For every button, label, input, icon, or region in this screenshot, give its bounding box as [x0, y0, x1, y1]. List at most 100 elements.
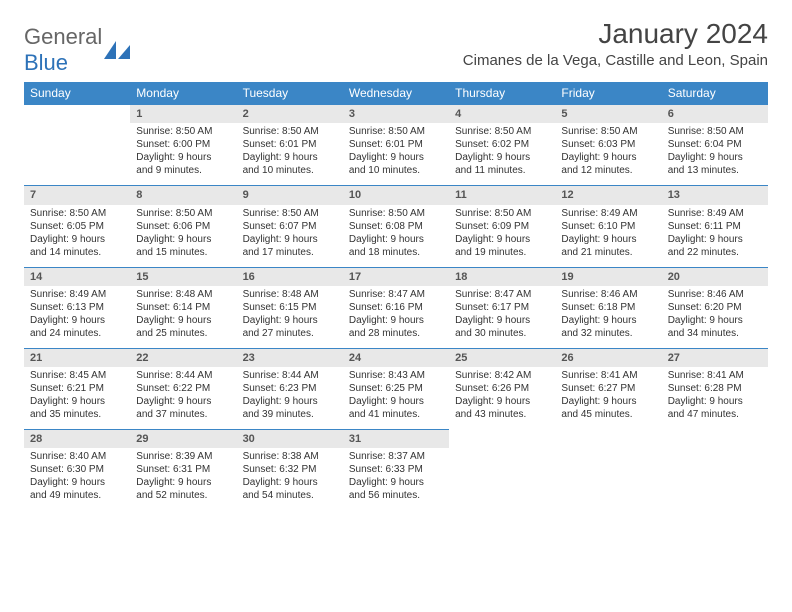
calendar-day-cell: 27Sunrise: 8:41 AMSunset: 6:28 PMDayligh…	[662, 348, 768, 429]
day-number: 27	[662, 349, 768, 367]
page-title: January 2024	[463, 18, 768, 50]
sunset-line: Sunset: 6:28 PM	[668, 382, 762, 395]
sunset-line: Sunset: 6:22 PM	[136, 382, 230, 395]
day-details: Sunrise: 8:49 AMSunset: 6:13 PMDaylight:…	[24, 286, 130, 348]
daylight-line: Daylight: 9 hours and 56 minutes.	[349, 476, 443, 502]
calendar-empty-cell	[555, 430, 661, 511]
sunrise-line: Sunrise: 8:50 AM	[30, 207, 124, 220]
day-number: 31	[343, 430, 449, 448]
daylight-line: Daylight: 9 hours and 13 minutes.	[668, 151, 762, 177]
day-details: Sunrise: 8:50 AMSunset: 6:05 PMDaylight:…	[24, 205, 130, 267]
sunrise-line: Sunrise: 8:41 AM	[561, 369, 655, 382]
sunset-line: Sunset: 6:31 PM	[136, 463, 230, 476]
calendar-day-cell: 22 Sunrise: 8:44 AMSunset: 6:22 PMDayligh…	[130, 348, 236, 429]
daylight-line: Daylight: 9 hours and 24 minutes.	[30, 314, 124, 340]
calendar-day-cell: 16Sunrise: 8:48 AMSunset: 6:15 PMDayligh…	[237, 267, 343, 348]
day-details: Sunrise: 8:50 AMSunset: 6:09 PMDaylight:…	[449, 205, 555, 267]
calendar-week-row: 7Sunrise: 8:50 AMSunset: 6:05 PMDaylight…	[24, 186, 768, 267]
daylight-line: Daylight: 9 hours and 10 minutes.	[349, 151, 443, 177]
calendar-day-cell: 9Sunrise: 8:50 AMSunset: 6:07 PMDaylight…	[237, 186, 343, 267]
daylight-line: Daylight: 9 hours and 21 minutes.	[561, 233, 655, 259]
daylight-line: Daylight: 9 hours and 14 minutes.	[30, 233, 124, 259]
sunrise-line: Sunrise: 8:43 AM	[349, 369, 443, 382]
sunrise-line: Sunrise: 8:42 AM	[455, 369, 549, 382]
sunrise-line: Sunrise: 8:44 AM	[243, 369, 337, 382]
calendar-week-row: 1Sunrise: 8:50 AMSunset: 6:00 PMDaylight…	[24, 105, 768, 186]
sunrise-line: Sunrise: 8:44 AM	[136, 369, 230, 382]
sunset-line: Sunset: 6:27 PM	[561, 382, 655, 395]
calendar-day-cell: 13Sunrise: 8:49 AMSunset: 6:11 PMDayligh…	[662, 186, 768, 267]
day-details: Sunrise: 8:50 AMSunset: 6:08 PMDaylight:…	[343, 205, 449, 267]
logo-word-blue: Blue	[24, 50, 68, 75]
sunrise-line: Sunrise: 8:49 AM	[561, 207, 655, 220]
weekday-header-row: SundayMondayTuesdayWednesdayThursdayFrid…	[24, 82, 768, 105]
calendar-empty-cell	[662, 430, 768, 511]
sunrise-line: Sunrise: 8:50 AM	[243, 125, 337, 138]
day-number: 12	[555, 186, 661, 204]
calendar-table: SundayMondayTuesdayWednesdayThursdayFrid…	[24, 82, 768, 510]
calendar-week-row: 14Sunrise: 8:49 AMSunset: 6:13 PMDayligh…	[24, 267, 768, 348]
calendar-day-cell: 6Sunrise: 8:50 AMSunset: 6:04 PMDaylight…	[662, 105, 768, 186]
calendar-day-cell: 3Sunrise: 8:50 AMSunset: 6:01 PMDaylight…	[343, 105, 449, 186]
day-number: 10	[343, 186, 449, 204]
sunset-line: Sunset: 6:01 PM	[243, 138, 337, 151]
sunset-line: Sunset: 6:07 PM	[243, 220, 337, 233]
day-details: Sunrise: 8:37 AMSunset: 6:33 PMDaylight:…	[343, 448, 449, 510]
day-details: Sunrise: 8:48 AMSunset: 6:14 PMDaylight:…	[130, 286, 236, 348]
daylight-line: Daylight: 9 hours and 39 minutes.	[243, 395, 337, 421]
calendar-day-cell: 25Sunrise: 8:42 AMSunset: 6:26 PMDayligh…	[449, 348, 555, 429]
sunset-line: Sunset: 6:30 PM	[30, 463, 124, 476]
day-number: 7	[24, 186, 130, 204]
sunrise-line: Sunrise: 8:50 AM	[243, 207, 337, 220]
calendar-day-cell: 17Sunrise: 8:47 AMSunset: 6:16 PMDayligh…	[343, 267, 449, 348]
day-number: 21	[24, 349, 130, 367]
sunrise-line: Sunrise: 8:50 AM	[349, 125, 443, 138]
sunrise-line: Sunrise: 8:48 AM	[243, 288, 337, 301]
day-details: Sunrise: 8:46 AMSunset: 6:18 PMDaylight:…	[555, 286, 661, 348]
daylight-line: Daylight: 9 hours and 30 minutes.	[455, 314, 549, 340]
daylight-line: Daylight: 9 hours and 52 minutes.	[136, 476, 230, 502]
daylight-line: Daylight: 9 hours and 37 minutes.	[136, 395, 230, 421]
daylight-line: Daylight: 9 hours and 43 minutes.	[455, 395, 549, 421]
daylight-line: Daylight: 9 hours and 41 minutes.	[349, 395, 443, 421]
sunset-line: Sunset: 6:02 PM	[455, 138, 549, 151]
sunrise-line: Sunrise: 8:45 AM	[30, 369, 124, 382]
day-details: Sunrise: 8:50 AMSunset: 6:01 PMDaylight:…	[237, 123, 343, 185]
sunset-line: Sunset: 6:13 PM	[30, 301, 124, 314]
day-details: Sunrise: 8:46 AMSunset: 6:20 PMDaylight:…	[662, 286, 768, 348]
sunrise-line: Sunrise: 8:50 AM	[455, 207, 549, 220]
sunrise-line: Sunrise: 8:50 AM	[136, 125, 230, 138]
day-details: Sunrise: 8:38 AMSunset: 6:32 PMDaylight:…	[237, 448, 343, 510]
sunset-line: Sunset: 6:08 PM	[349, 220, 443, 233]
daylight-line: Daylight: 9 hours and 27 minutes.	[243, 314, 337, 340]
sunset-line: Sunset: 6:11 PM	[668, 220, 762, 233]
daylight-line: Daylight: 9 hours and 17 minutes.	[243, 233, 337, 259]
day-details: Sunrise: 8:44 AMSunset: 6:23 PMDaylight:…	[237, 367, 343, 429]
daylight-line: Daylight: 9 hours and 28 minutes.	[349, 314, 443, 340]
day-details: Sunrise: 8:50 AMSunset: 6:04 PMDaylight:…	[662, 123, 768, 185]
sunrise-line: Sunrise: 8:50 AM	[455, 125, 549, 138]
day-details: Sunrise: 8:47 AMSunset: 6:17 PMDaylight:…	[449, 286, 555, 348]
logo-word-general: General	[24, 24, 102, 49]
day-details: Sunrise: 8:50 AMSunset: 6:03 PMDaylight:…	[555, 123, 661, 185]
sunset-line: Sunset: 6:18 PM	[561, 301, 655, 314]
calendar-day-cell: 15Sunrise: 8:48 AMSunset: 6:14 PMDayligh…	[130, 267, 236, 348]
calendar-day-cell: 19Sunrise: 8:46 AMSunset: 6:18 PMDayligh…	[555, 267, 661, 348]
sunrise-line: Sunrise: 8:40 AM	[30, 450, 124, 463]
daylight-line: Daylight: 9 hours and 15 minutes.	[136, 233, 230, 259]
day-number: 22	[130, 349, 236, 367]
sunset-line: Sunset: 6:25 PM	[349, 382, 443, 395]
day-details: Sunrise: 8:50 AMSunset: 6:07 PMDaylight:…	[237, 205, 343, 267]
weekday-header: Thursday	[449, 82, 555, 105]
day-number: 15	[130, 268, 236, 286]
calendar-week-row: 28Sunrise: 8:40 AMSunset: 6:30 PMDayligh…	[24, 430, 768, 511]
day-details: Sunrise: 8:41 AMSunset: 6:28 PMDaylight:…	[662, 367, 768, 429]
day-number: 26	[555, 349, 661, 367]
sunrise-line: Sunrise: 8:47 AM	[455, 288, 549, 301]
calendar-day-cell: 10Sunrise: 8:50 AMSunset: 6:08 PMDayligh…	[343, 186, 449, 267]
sunrise-line: Sunrise: 8:49 AM	[30, 288, 124, 301]
logo-text: General Blue	[24, 24, 102, 76]
day-number: 23	[237, 349, 343, 367]
day-number: 17	[343, 268, 449, 286]
daylight-line: Daylight: 9 hours and 49 minutes.	[30, 476, 124, 502]
